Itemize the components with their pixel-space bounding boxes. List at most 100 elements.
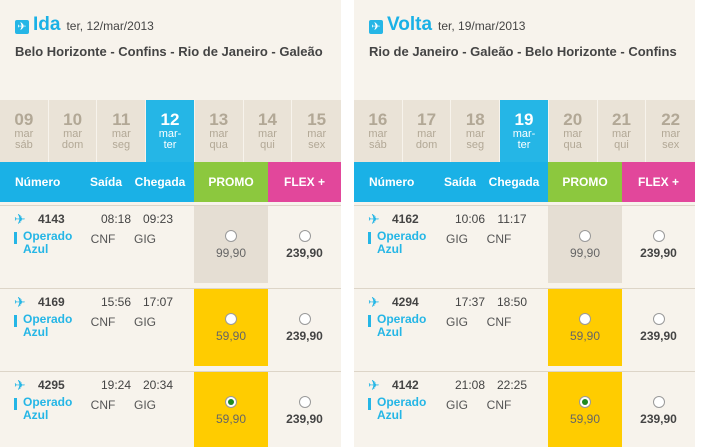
route-text: Belo Horizonte - Confins - Rio de Janeir…: [15, 44, 323, 59]
flight-number: 4169: [38, 295, 65, 309]
date-option[interactable]: 21 mar qui: [598, 100, 647, 162]
promo-fare-option[interactable]: 99,90: [194, 206, 268, 283]
promo-radio[interactable]: [579, 230, 591, 242]
departure-time: 10:06: [454, 212, 486, 226]
flex-radio[interactable]: [298, 396, 311, 408]
promo-fare-option[interactable]: 59,90: [548, 289, 622, 366]
operator-marker: [14, 315, 17, 327]
column-arrival: Chegada: [488, 175, 540, 189]
direction-label: Volta: [387, 14, 433, 35]
date-option[interactable]: 15 mar sex: [292, 100, 341, 162]
day-month: mar: [661, 128, 681, 140]
day-weekday: sex: [662, 139, 680, 151]
promo-radio[interactable]: [225, 313, 237, 325]
promo-fare-option[interactable]: 99,90: [548, 206, 622, 283]
column-departure: Saída: [443, 175, 476, 189]
flex-price: 239,90: [640, 329, 677, 343]
flex-fare-option[interactable]: 239,90: [622, 289, 695, 366]
day-number: 09: [14, 110, 34, 129]
promo-radio[interactable]: [225, 230, 237, 242]
flight-number: 4295: [38, 378, 65, 392]
day-month: mar: [465, 128, 485, 140]
flight-info: ✈ 4162 10:06 11:17 Operado Azul GIG CNF: [354, 206, 548, 285]
date-option[interactable]: 12 mar-ter: [146, 100, 195, 162]
flex-radio[interactable]: [652, 396, 665, 408]
operator-marker: [14, 398, 17, 410]
flex-radio[interactable]: [298, 313, 311, 325]
promo-price: 99,90: [569, 246, 601, 260]
airplane-icon: ✈: [368, 210, 380, 227]
arrival-time: 18:50: [496, 295, 528, 309]
departure-airport: GIG: [445, 315, 468, 329]
flex-fare-option[interactable]: 239,90: [268, 289, 341, 366]
operator-label: Operado Azul: [377, 312, 427, 339]
date-option[interactable]: 20 mar qua: [549, 100, 598, 162]
flex-fare-option[interactable]: 239,90: [268, 206, 341, 283]
column-headers: Número Saída Chegada PROMO FLEX +: [354, 162, 695, 202]
date-option[interactable]: 22 mar sex: [646, 100, 695, 162]
operator-label: Operado Azul: [23, 229, 73, 256]
promo-radio[interactable]: [579, 313, 591, 325]
departure-airport: CNF: [90, 398, 116, 412]
date-option[interactable]: 17 mar dom: [403, 100, 452, 162]
flex-price: 239,90: [286, 412, 323, 426]
flex-fare-option[interactable]: 239,90: [622, 206, 695, 283]
flight-row: ✈ 4295 19:24 20:34 Operado Azul CNF GIG 59,90 23…: [0, 371, 341, 447]
operator-label: Operado Azul: [23, 312, 73, 339]
day-month: mar: [209, 128, 229, 140]
arrival-airport: CNF: [486, 232, 512, 246]
promo-radio[interactable]: [579, 396, 591, 408]
promo-fare-option[interactable]: 59,90: [194, 372, 268, 447]
flex-fare-option[interactable]: 239,90: [622, 372, 695, 447]
flight-row: ✈ 4169 15:56 17:07 Operado Azul CNF GIG 59,90 23…: [0, 288, 341, 368]
day-number: 14: [257, 110, 277, 129]
date-option[interactable]: 19 mar-ter: [500, 100, 549, 162]
date-option[interactable]: 14 mar qui: [244, 100, 293, 162]
arrival-time: 09:23: [142, 212, 174, 226]
day-number: 10: [63, 110, 83, 129]
column-headers: Número Saída Chegada PROMO FLEX +: [0, 162, 341, 202]
date-option[interactable]: 16 mar sáb: [354, 100, 403, 162]
departure-airport: GIG: [445, 232, 468, 246]
day-month: mar: [257, 128, 277, 140]
flight-row: ✈ 4162 10:06 11:17 Operado Azul GIG CNF 99,90 23…: [354, 205, 695, 285]
promo-price: 59,90: [569, 412, 601, 426]
airplane-icon: ✈: [14, 293, 26, 310]
flex-fare-option[interactable]: 239,90: [268, 372, 341, 447]
arrival-time: 22:25: [496, 378, 528, 392]
flight-info: ✈ 4142 21:08 22:25 Operado Azul GIG CNF: [354, 372, 548, 447]
day-weekday: dom: [415, 139, 438, 151]
day-weekday: ter: [517, 139, 531, 151]
route-text: Rio de Janeiro - Galeão - Belo Horizonte…: [369, 44, 677, 59]
date-option[interactable]: 11 mar seg: [97, 100, 147, 162]
arrival-time: 20:34: [142, 378, 174, 392]
date-selector: 09 mar sáb 10 mar dom 11 mar seg 12 mar-ter 13 mar qu…: [0, 100, 341, 162]
panel-header: ✈ Ida ter, 12/mar/2013 Belo Horizonte - Con…: [0, 0, 341, 100]
date-option[interactable]: 18 mar seg: [451, 100, 501, 162]
column-promo: PROMO: [548, 162, 622, 202]
flex-price: 239,90: [286, 246, 323, 260]
promo-radio[interactable]: [225, 396, 237, 408]
arrival-airport: GIG: [133, 398, 156, 412]
flex-radio[interactable]: [652, 230, 665, 242]
operator-label: Operado Azul: [377, 395, 427, 422]
date-option[interactable]: 13 mar qua: [195, 100, 244, 162]
day-weekday: ter: [163, 139, 177, 151]
date-option[interactable]: 09 mar sáb: [0, 100, 49, 162]
column-departure: Saída: [89, 175, 122, 189]
day-number: 22: [661, 110, 681, 129]
arrival-time: 17:07: [142, 295, 174, 309]
flex-radio[interactable]: [652, 313, 665, 325]
flight-number: 4162: [392, 212, 419, 226]
day-month: mar-: [512, 128, 536, 140]
promo-fare-option[interactable]: 59,90: [548, 372, 622, 447]
date-option[interactable]: 10 mar dom: [49, 100, 98, 162]
departure-time: 08:18: [100, 212, 132, 226]
column-flex: FLEX +: [622, 162, 695, 202]
day-weekday: dom: [61, 139, 84, 151]
departure-airport: CNF: [90, 315, 116, 329]
direction-label: Ida: [33, 14, 61, 35]
flex-radio[interactable]: [298, 230, 311, 242]
departure-time: 17:37: [454, 295, 486, 309]
promo-fare-option[interactable]: 59,90: [194, 289, 268, 366]
